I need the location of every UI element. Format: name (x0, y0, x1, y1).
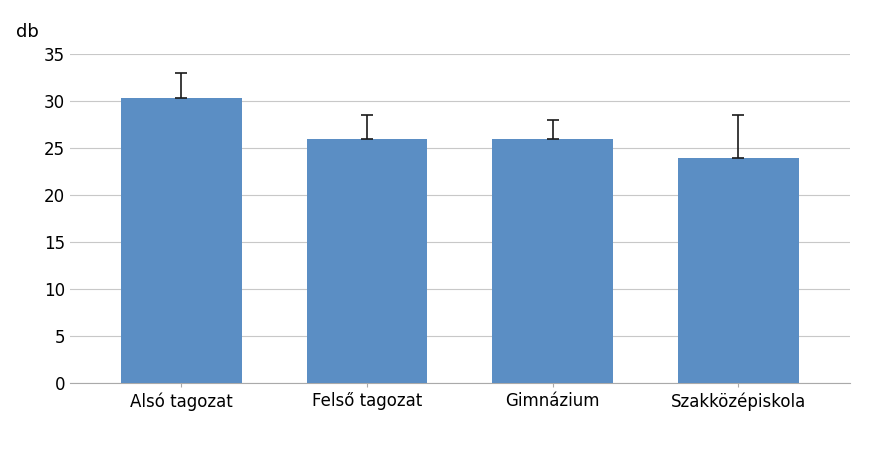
Text: db: db (16, 23, 39, 41)
Bar (121, 98, 242, 383)
Bar (492, 139, 613, 383)
Bar (307, 139, 427, 383)
Bar (678, 157, 799, 383)
